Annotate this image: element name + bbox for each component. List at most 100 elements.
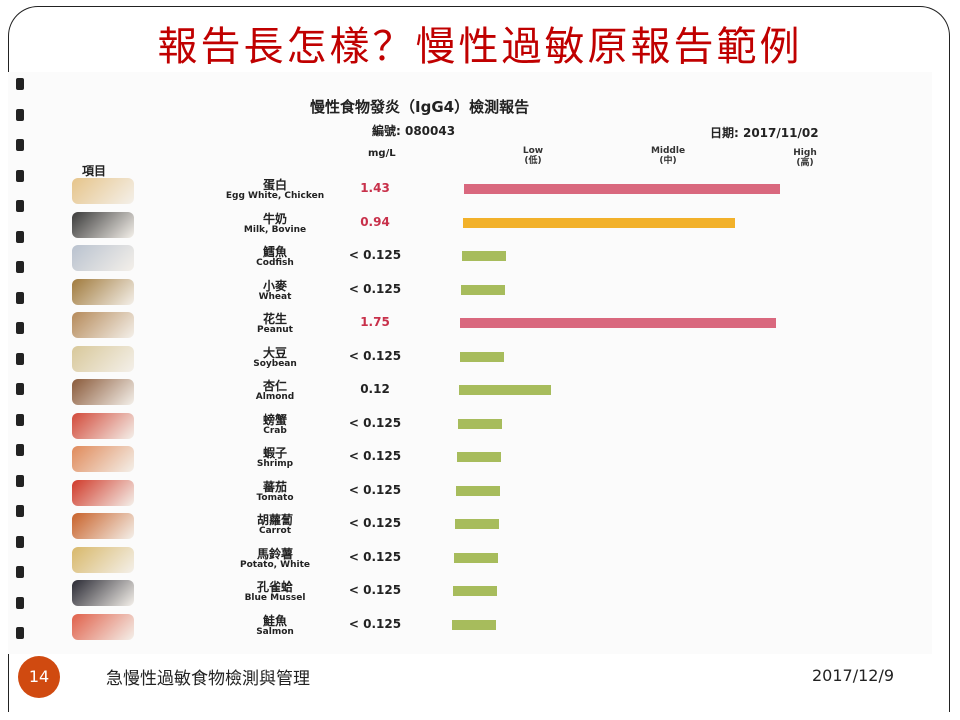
result-bar (464, 184, 780, 194)
food-name-en: Almond (255, 392, 295, 402)
result-bar (462, 251, 507, 261)
result-row: 小麥 Wheat < 0.125 (60, 277, 820, 309)
level-middle-en: Middle (650, 146, 686, 156)
soybean-icon (72, 345, 134, 372)
result-row: 蛋白 Egg White, Chicken 1.43 (60, 176, 820, 208)
result-value: 1.43 (360, 181, 390, 195)
milk-carton-icon (72, 211, 134, 238)
food-name-en: Shrimp (256, 459, 294, 469)
result-row: 大豆 Soybean < 0.125 (60, 344, 820, 376)
binder-hole (16, 261, 24, 273)
salmon-icon (72, 613, 134, 640)
food-name-en: Peanut (257, 325, 293, 335)
result-bar (452, 619, 497, 630)
level-middle-zh: (中) (659, 156, 677, 166)
result-value: < 0.125 (348, 348, 402, 363)
result-row: 花生 Peanut 1.75 (60, 310, 820, 342)
report-title: 慢性食物發炎（IgG4）檢測報告 (310, 98, 530, 116)
level-low-header: Low (低) (508, 146, 558, 166)
food-name-zh: 花生 (262, 312, 287, 326)
result-value: < 0.125 (348, 549, 402, 564)
binder-hole (16, 230, 24, 243)
level-low-en: Low (522, 146, 544, 156)
result-row: 蕃茄 Tomato < 0.125 (60, 478, 820, 510)
food-name-zh: 杏仁 (262, 379, 287, 393)
food-name-zh: 孔雀蛤 (256, 580, 293, 594)
food-name-en: Soybean (253, 358, 297, 369)
food-name-en: Egg White, Chicken (225, 191, 325, 201)
result-bar (461, 284, 506, 295)
binder-hole (16, 535, 24, 548)
footer-date: 2017/12/9 (812, 666, 895, 685)
binder-hole (16, 596, 24, 609)
result-row: 牛奶 Milk, Bovine 0.94 (60, 210, 820, 242)
result-value: < 0.125 (348, 583, 402, 597)
tomato-icon (72, 479, 134, 506)
food-name-zh: 蛋白 (262, 178, 287, 192)
result-row: 馬鈴薯 Potato, White < 0.125 (60, 545, 820, 577)
result-bar (458, 385, 551, 395)
food-name-en: Blue Mussel (244, 593, 306, 603)
item-column-header: 項目 (82, 164, 107, 178)
binder-hole (16, 169, 24, 182)
result-value: 0.12 (360, 382, 390, 396)
result-bar (460, 318, 777, 328)
slide-number-badge: 14 (18, 656, 60, 698)
binder-hole (16, 352, 24, 365)
result-row: 胡蘿蔔 Carrot < 0.125 (60, 511, 820, 543)
crab-icon (72, 412, 134, 439)
result-bar (455, 485, 500, 496)
binder-hole (16, 78, 24, 90)
food-name-en: Carrot (258, 526, 292, 536)
binder-holes (8, 72, 36, 642)
binder-hole (16, 505, 24, 517)
binder-hole (16, 383, 24, 395)
result-row: 孔雀蛤 Blue Mussel < 0.125 (60, 578, 820, 610)
binder-hole (16, 474, 24, 487)
food-name-zh: 馬鈴薯 (256, 546, 293, 561)
level-middle-header: Middle (中) (638, 146, 698, 166)
binder-hole (16, 627, 24, 639)
level-high-zh: (高) (796, 158, 814, 168)
result-value: 1.75 (360, 315, 390, 329)
peanut-icon (72, 312, 134, 338)
egg-icon (72, 178, 134, 204)
almond-icon (72, 379, 134, 405)
result-value: < 0.125 (348, 281, 402, 296)
result-bar (463, 217, 736, 228)
food-name-zh: 胡蘿蔔 (256, 513, 293, 527)
result-row: 螃蟹 Crab < 0.125 (60, 411, 820, 443)
food-name-en: Codfish (256, 258, 294, 268)
result-row: 杏仁 Almond 0.12 (60, 377, 820, 409)
level-high-header: High (高) (780, 148, 830, 168)
result-bar (456, 452, 501, 462)
result-value: < 0.125 (348, 616, 402, 631)
food-name-zh: 鮭魚 (262, 613, 287, 628)
binder-hole (16, 322, 24, 334)
result-value: < 0.125 (348, 516, 402, 530)
food-name-en: Crab (263, 425, 287, 436)
binder-hole (16, 444, 24, 456)
result-bar (454, 552, 499, 563)
mussel-icon (72, 580, 134, 606)
result-bar (455, 519, 499, 529)
food-name-en: Wheat (258, 291, 292, 302)
slide-title: 報告長怎樣？慢性過敏原報告範例 (157, 24, 803, 70)
food-name-zh: 牛奶 (262, 211, 287, 226)
binder-hole (16, 139, 24, 151)
food-name-zh: 小麥 (262, 278, 287, 293)
binder-hole (16, 413, 24, 426)
result-bar (459, 351, 504, 362)
food-name-en: Potato, White (239, 559, 311, 570)
result-row: 蝦子 Shrimp < 0.125 (60, 444, 820, 476)
result-bar (457, 418, 502, 429)
food-name-en: Milk, Bovine (243, 224, 307, 235)
binder-hole (16, 566, 24, 578)
level-low-zh: (低) (524, 156, 542, 166)
food-name-zh: 大豆 (262, 345, 287, 360)
potato-icon (72, 546, 134, 573)
wheat-icon (72, 278, 134, 305)
food-name-en: Tomato (256, 492, 294, 503)
result-row: 鮭魚 Salmon < 0.125 (60, 612, 820, 644)
result-value: < 0.125 (348, 482, 402, 497)
